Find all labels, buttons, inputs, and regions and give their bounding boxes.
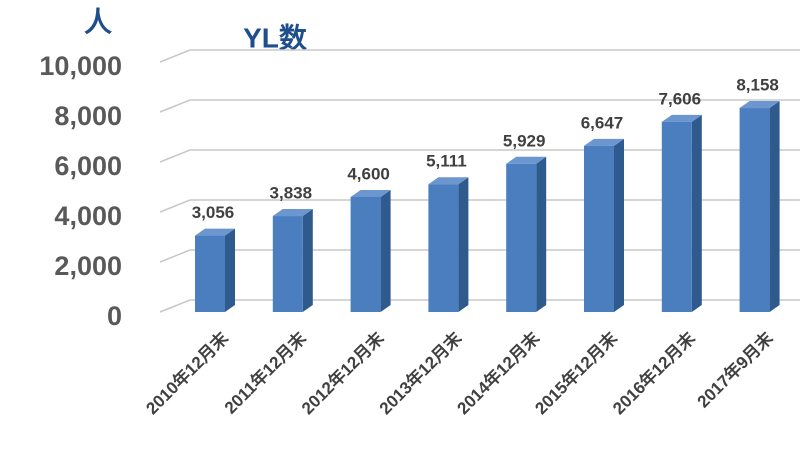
bar	[739, 108, 770, 312]
grid-line	[159, 249, 800, 263]
data-label: 3,056	[192, 203, 235, 222]
bar	[661, 121, 692, 312]
bar-top	[661, 114, 702, 122]
bar	[428, 184, 459, 312]
bar-top	[195, 228, 235, 236]
y-tick-label: 10,000	[39, 51, 122, 81]
bar	[584, 145, 614, 312]
chart-title: YL数	[243, 22, 308, 53]
bar	[506, 163, 537, 312]
data-label: 8,158	[736, 76, 779, 95]
x-tick-label: 2010年12月末	[142, 327, 233, 418]
y-tick-label: 2,000	[54, 251, 122, 281]
bar-side	[536, 156, 547, 312]
bar-side	[380, 190, 391, 312]
bar	[195, 235, 225, 312]
grid-line	[159, 299, 800, 313]
data-label: 7,606	[659, 89, 702, 108]
y-tick-label: 0	[107, 301, 122, 331]
x-tick-label: 2016年12月末	[608, 327, 699, 418]
y-tick-label: 6,000	[54, 151, 122, 181]
data-label: 4,600	[347, 164, 390, 183]
bar-side	[614, 138, 624, 312]
data-label: 3,838	[270, 184, 313, 203]
bar	[350, 197, 381, 312]
data-label: 6,647	[581, 113, 624, 132]
bar-top	[272, 209, 313, 217]
bar-top	[428, 177, 469, 185]
grid-line	[159, 149, 800, 163]
y-axis-label: 人	[84, 6, 112, 37]
grid-line	[159, 49, 800, 63]
bar-side	[769, 101, 780, 312]
data-label: 5,111	[426, 152, 467, 171]
x-tick-label: 2011年12月末	[220, 327, 310, 417]
bar-side	[302, 209, 313, 312]
bar-side	[691, 114, 702, 312]
data-label: 5,929	[503, 131, 546, 150]
bar-top	[584, 138, 624, 146]
bar	[272, 216, 303, 312]
grid-line	[159, 99, 800, 113]
bar-side	[225, 228, 235, 312]
bar-top	[506, 156, 547, 164]
grid-line	[159, 199, 800, 213]
x-tick-label: 2017年9月末	[693, 327, 777, 411]
bar-side	[458, 177, 469, 312]
y-tick-label: 8,000	[54, 101, 122, 131]
y-tick-label: 4,000	[54, 201, 122, 231]
bar-top	[739, 101, 780, 109]
bar-top	[350, 190, 391, 197]
